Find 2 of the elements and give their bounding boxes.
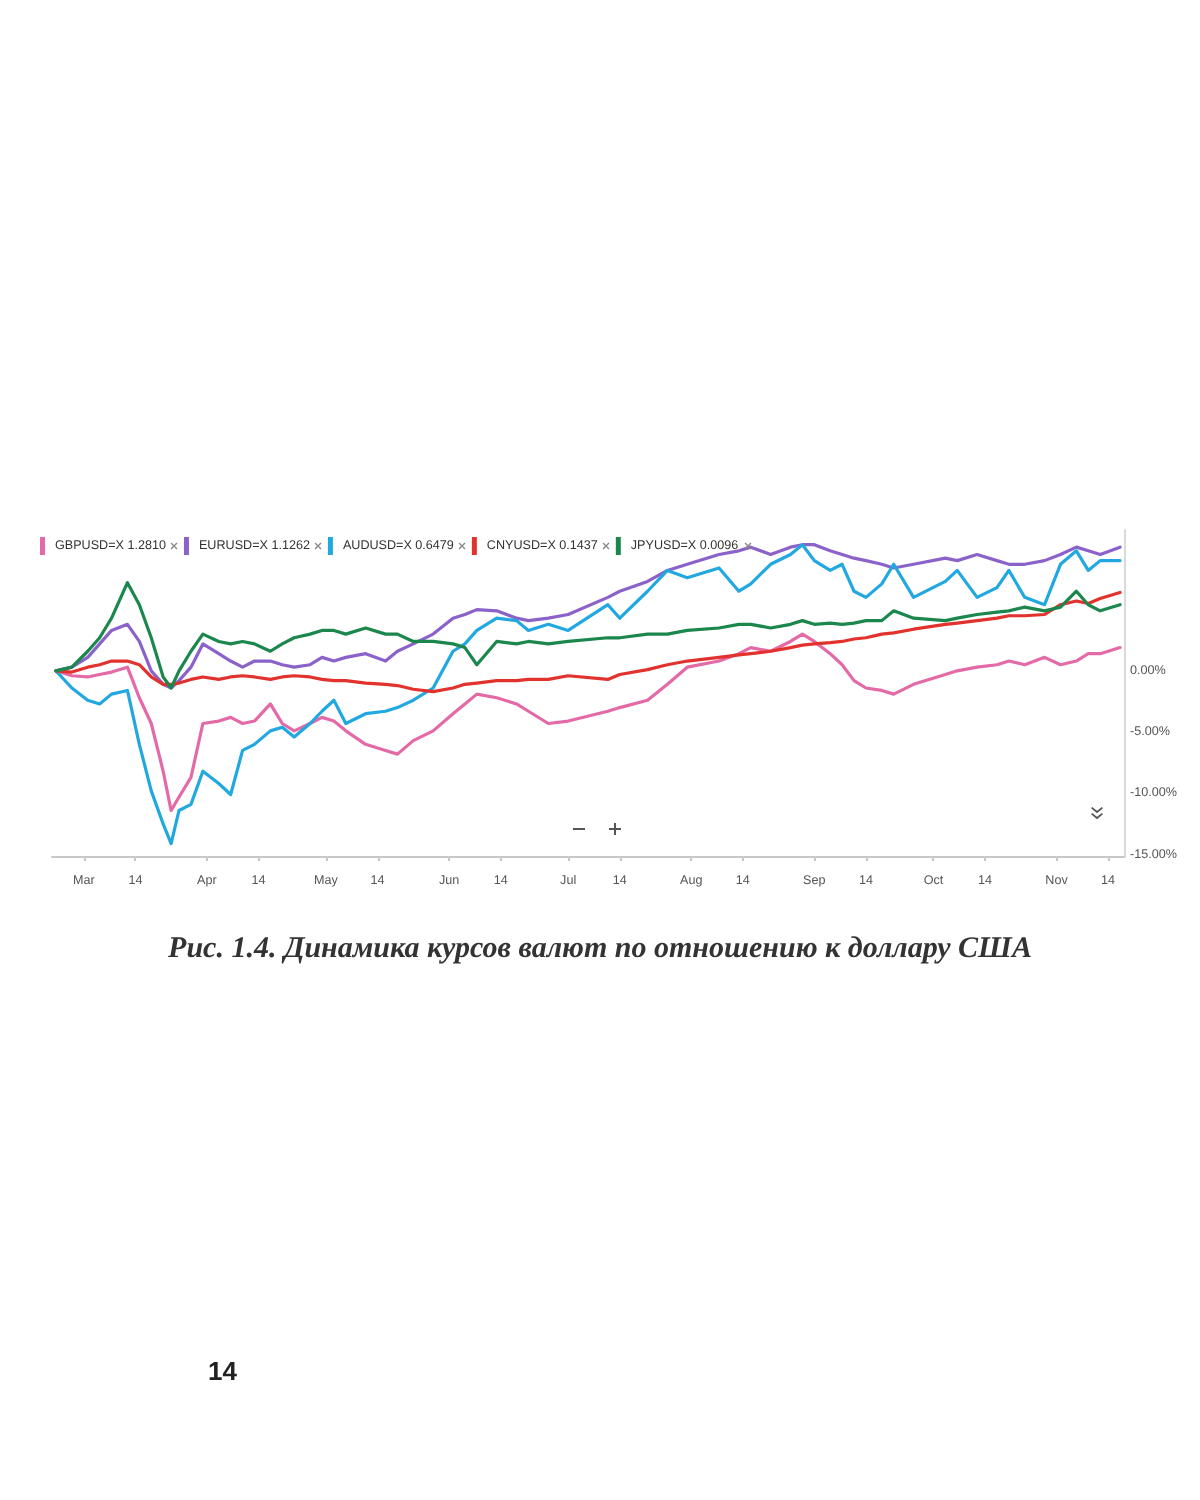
text: 14: [208, 1356, 237, 1386]
text: Рис. 1.4. Динамика курсов валют по отношению к доллару США: [168, 933, 1032, 965]
